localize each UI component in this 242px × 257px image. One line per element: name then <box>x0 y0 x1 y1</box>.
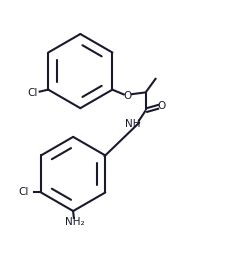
Text: NH₂: NH₂ <box>65 217 84 227</box>
Text: O: O <box>124 91 132 100</box>
Text: O: O <box>157 101 166 111</box>
Text: Cl: Cl <box>18 188 28 197</box>
Text: NH: NH <box>125 119 141 129</box>
Text: Cl: Cl <box>28 88 38 98</box>
